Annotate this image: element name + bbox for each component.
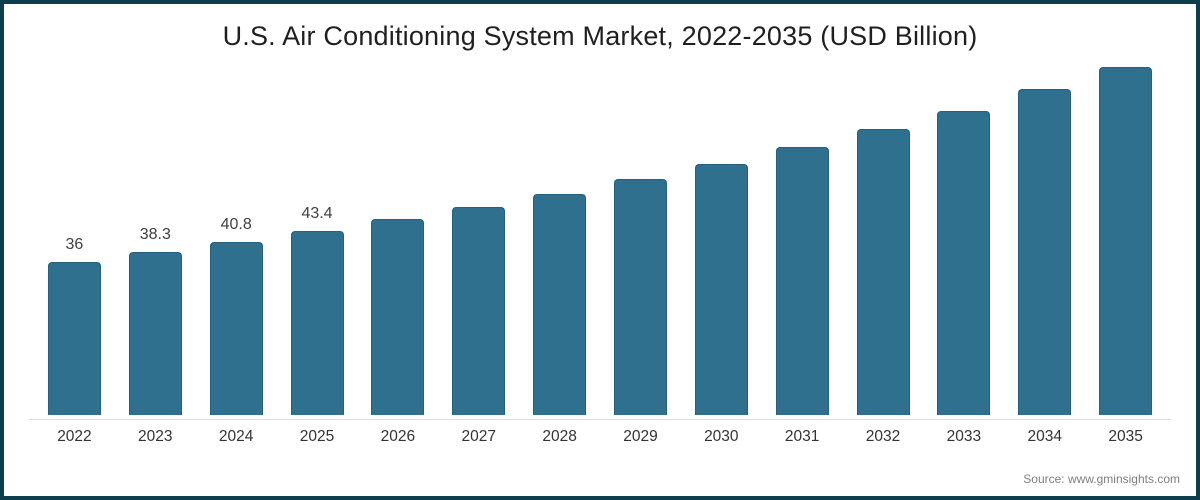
- bar: [128, 252, 182, 415]
- bar-column-2031: [762, 147, 843, 415]
- bar: [1018, 89, 1072, 415]
- bar-column-2025: 43.4: [277, 206, 358, 415]
- x-axis-labels: 2022 2023 2024 2025 2026 2027 2028 2029 2030 2031…: [34, 428, 1166, 446]
- bar-column-2022: 36: [34, 237, 115, 415]
- bar: [613, 179, 667, 415]
- x-axis-label: 2024: [218, 428, 254, 445]
- bar: [775, 147, 829, 415]
- bar: [533, 194, 587, 415]
- bar-value-label: 40.8: [220, 216, 252, 233]
- chart-title: U.S. Air Conditioning System Market, 202…: [222, 21, 978, 51]
- bar-column-2026: [357, 219, 438, 415]
- bar-column-2023: 38.3: [115, 227, 196, 415]
- bar: [371, 219, 425, 415]
- bar: [1099, 67, 1153, 415]
- x-axis-label: 2029: [623, 428, 658, 445]
- bar: [856, 129, 910, 415]
- x-axis-label: 2028: [542, 428, 577, 445]
- bar-value-label: 38.3: [139, 226, 171, 243]
- bar: [209, 242, 263, 415]
- x-axis-label: 2033: [946, 428, 982, 445]
- x-axis-label: 2032: [865, 428, 901, 445]
- x-axis-label: 2035: [1108, 428, 1143, 445]
- source-credit: Source: www.gminsights.com: [1023, 472, 1180, 486]
- x-axis-label: 2022: [57, 428, 92, 445]
- bar-column-2033: [923, 111, 1004, 415]
- x-axis-label: 2030: [704, 428, 739, 445]
- bar-column-2032: [843, 129, 924, 415]
- bar-value-label: 43.4: [301, 205, 333, 222]
- bar: [47, 262, 101, 415]
- bar-column-2024: 40.8: [196, 217, 277, 415]
- bar-value-label: 36: [65, 236, 84, 253]
- bar: [937, 111, 991, 415]
- bar: [694, 164, 748, 415]
- bar-column-2034: [1004, 89, 1085, 415]
- bar-column-2035: [1085, 67, 1166, 415]
- bar-column-2030: [681, 164, 762, 415]
- bar-column-2028: [519, 194, 600, 415]
- plot-area: 36 38.3 40.8 43.4: [34, 60, 1166, 415]
- bar: [290, 231, 344, 415]
- x-axis-label: 2026: [380, 428, 416, 445]
- x-axis-label: 2023: [138, 428, 173, 445]
- x-axis-label: 2027: [461, 428, 496, 445]
- x-axis-label: 2031: [784, 428, 820, 445]
- x-axis-label: 2025: [299, 428, 335, 445]
- bar-column-2027: [438, 207, 519, 415]
- x-axis-line: [29, 419, 1171, 420]
- bar-column-2029: [600, 179, 681, 415]
- x-axis-label: 2034: [1027, 428, 1062, 445]
- bar: [452, 207, 506, 415]
